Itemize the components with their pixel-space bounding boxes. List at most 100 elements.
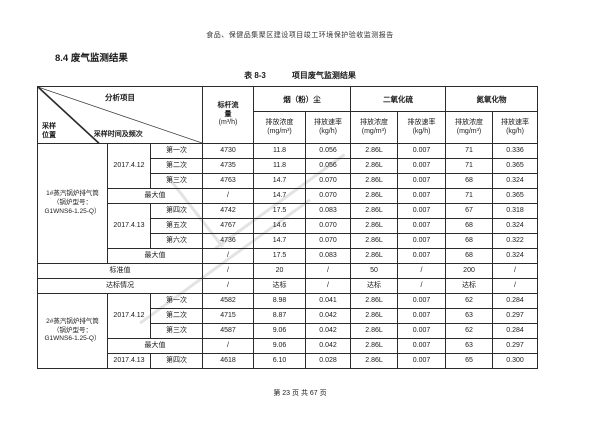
max-label-cell: 最大值 <box>106 188 204 204</box>
table-row: 最大值/17.5 0.083 2.86L 0.007 68 0.324 <box>38 248 539 264</box>
value-cell: 4735 <box>202 158 255 174</box>
value-cell: 0.028 <box>305 353 352 369</box>
value-cell: 4767 <box>202 218 255 234</box>
value-cell: 达标 <box>253 278 307 294</box>
value-cell: 68 <box>445 248 494 264</box>
value-cell: 0.007 <box>397 218 447 234</box>
value-cell: 67 <box>445 203 494 219</box>
value-cell: 0.297 <box>492 338 539 354</box>
value-cell: / <box>202 188 255 204</box>
value-cell: 14.6 <box>253 218 307 234</box>
value-cell: 2.86L <box>350 293 399 309</box>
section-title: 8.4 废气监测结果 <box>55 53 128 64</box>
subheader-nox-rate: 排放速率 (kg/h) <box>492 111 539 144</box>
value-cell: 14.7 <box>253 173 307 189</box>
subheader-unit: (kg/h) <box>319 127 337 135</box>
value-cell: 0.324 <box>492 248 539 264</box>
value-cell: 2.86L <box>350 173 399 189</box>
value-cell: 0.042 <box>305 338 352 354</box>
value-cell: 0.042 <box>305 308 352 324</box>
value-cell: 0.007 <box>397 293 447 309</box>
value-cell: 14.7 <box>253 188 307 204</box>
value-cell: 71 <box>445 158 494 174</box>
value-cell: 0.007 <box>397 143 447 159</box>
value-cell: 62 <box>445 323 494 339</box>
value-cell: 0.083 <box>305 248 352 264</box>
value-cell: 2.86L <box>350 218 399 234</box>
value-cell: 0.070 <box>305 188 352 204</box>
subheader-label: 排放浓度 <box>360 118 389 126</box>
value-cell: 11.8 <box>253 158 307 174</box>
value-cell: 71 <box>445 188 494 204</box>
emissions-table: 分析项目 采样 位置 采样时间及频次 标杆流量 (m³/h) 烟（粉）尘 二氧化… <box>36 85 539 369</box>
table-caption-title: 项目废气监测结果 <box>291 71 356 80</box>
value-cell: 0.007 <box>397 203 447 219</box>
value-cell: 2.86L <box>350 338 399 354</box>
value-cell: 0.056 <box>305 158 352 174</box>
value-cell: / <box>202 263 255 279</box>
value-cell: 0.083 <box>305 203 352 219</box>
subheader-unit: (mg/m³) <box>456 127 482 135</box>
value-cell: 0.300 <box>492 353 539 369</box>
table-row: 第三次 4587 9.06 0.042 2.86L 0.007 62 0.284 <box>38 323 539 339</box>
subheader-unit: (mg/m³) <box>361 127 387 135</box>
value-cell: 65 <box>445 353 494 369</box>
table-body: 1#蒸汽锅炉排气筒（锅炉型号：G1WNS6-1.25-Q） 2017.4.12 第一… <box>36 143 539 369</box>
value-cell: 2.86L <box>350 248 399 264</box>
value-cell: 8.87 <box>253 308 307 324</box>
table-row: 1#蒸汽锅炉排气筒（锅炉型号：G1WNS6-1.25-Q） 2017.4.12 第一… <box>37 143 539 264</box>
value-cell: 0.284 <box>492 323 539 339</box>
value-cell: 0.365 <box>492 158 539 174</box>
row-label-cell: 标准值 <box>36 263 204 279</box>
value-cell: / <box>202 278 255 294</box>
subheader-unit: (kg/h) <box>412 127 431 135</box>
value-cell: 0.070 <box>305 218 352 234</box>
pollutant-header-so2: 二氧化硫 <box>350 85 447 113</box>
subheader-nox-concentration: 排放浓度 (mg/m³) <box>445 111 494 144</box>
table-row: 2017.4.13 第四次 4742 17.5 0.083 2.86L 0.007 67 0.3… <box>38 203 539 249</box>
run-label-cell: 第三次 <box>149 323 204 339</box>
value-cell: 0.007 <box>397 233 447 249</box>
run-label-cell: 第一次 <box>149 143 204 159</box>
value-cell: 17.5 <box>253 248 307 264</box>
value-cell: 4742 <box>202 203 255 219</box>
value-cell: 4618 <box>202 353 255 369</box>
table-caption: 表 8-3 项目废气监测结果 <box>0 70 600 81</box>
value-cell: 8.98 <box>253 293 307 309</box>
value-cell: 0.056 <box>305 143 352 159</box>
value-cell: 0.041 <box>305 293 352 309</box>
table-row: 第六次 4736 14.7 0.070 2.86L 0.007 68 0.322 <box>38 233 539 249</box>
value-cell: 71 <box>445 143 494 159</box>
value-cell: 0.007 <box>397 173 447 189</box>
value-cell: 63 <box>445 338 494 354</box>
value-cell: 2.86L <box>350 308 399 324</box>
table-row: 2017.4.13 第四次 4618 6.10 0.028 2.86L 0.007 65 0.3… <box>38 353 539 369</box>
flow-label: 标杆流量 <box>217 101 239 118</box>
date-cell: 2017.4.12 <box>107 143 151 189</box>
table-row: 最大值/14.7 0.070 2.86L 0.007 71 0.365 <box>38 188 539 204</box>
value-cell: 0.007 <box>397 188 447 204</box>
run-label-cell: 第六次 <box>149 233 204 249</box>
table-row: 标准值/20/50/200/ <box>36 263 539 279</box>
value-cell: 11.8 <box>253 143 307 159</box>
value-cell: 0.297 <box>492 308 539 324</box>
value-cell: 达标 <box>350 278 399 294</box>
value-cell: / <box>397 278 447 294</box>
value-cell: 17.5 <box>253 203 307 219</box>
value-cell: 0.070 <box>305 233 352 249</box>
pollutant-header-dust: 烟（粉）尘 <box>253 85 352 113</box>
flow-column-header: 标杆流量 (m³/h) <box>202 86 255 144</box>
corner-time-label: 采样时间及频次 <box>93 131 143 139</box>
table-row: 第五次 4767 14.6 0.070 2.86L 0.007 68 0.324 <box>38 218 539 234</box>
subheader-label: 排放速率 <box>407 118 436 126</box>
date-cell: 2017.4.12 <box>107 293 151 339</box>
corner-location-label: 采样 位置 <box>42 122 56 139</box>
document-header: 食品、保健品集聚区建设项目竣工环境保护验收监测报告 <box>206 32 394 39</box>
table-row: 第三次 4763 14.7 0.070 2.86L 0.007 68 0.324 <box>38 173 539 189</box>
value-cell: 68 <box>445 233 494 249</box>
pollutant-header-nox: 氮氧化物 <box>445 85 539 113</box>
table-row: 达标情况 / 达标 / 达标 / 达标 / <box>36 278 539 294</box>
value-cell: / <box>305 278 352 294</box>
max-label-cell: 最大值 <box>106 338 204 354</box>
value-cell: / <box>397 263 447 279</box>
